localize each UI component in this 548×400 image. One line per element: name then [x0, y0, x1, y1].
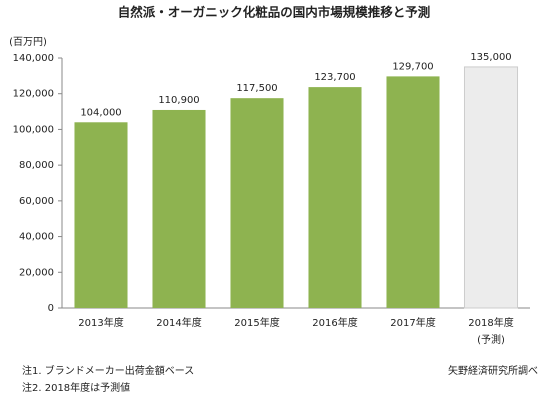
- note: 注1. ブランドメーカー出荷金額ベース: [22, 364, 194, 377]
- x-tick-label: 2018年度: [468, 316, 513, 329]
- x-tick-label: 2017年度: [390, 316, 435, 329]
- y-tick-label: 140,000: [13, 53, 54, 64]
- value-label: 129,700: [392, 61, 433, 72]
- y-tick-label: 20,000: [19, 267, 54, 278]
- value-label: 123,700: [314, 72, 355, 83]
- bar: [152, 109, 206, 308]
- value-label: 135,000: [470, 52, 511, 63]
- y-tick-label: 80,000: [19, 160, 54, 171]
- x-tick-label: 2016年度: [312, 316, 357, 329]
- y-tick-label: 60,000: [19, 196, 54, 207]
- y-tick-label: 100,000: [13, 124, 54, 135]
- x-tick-label: 2014年度: [156, 316, 201, 329]
- bar: [308, 87, 362, 308]
- value-label: 110,900: [158, 95, 199, 106]
- bar: [74, 122, 128, 309]
- value-label: 104,000: [80, 107, 121, 118]
- value-label: 117,500: [236, 83, 277, 94]
- category-note: (予測): [477, 333, 505, 346]
- note: 注2. 2018年度は予測値: [22, 381, 130, 394]
- bar: [230, 98, 284, 308]
- x-tick-label: 2013年度: [78, 316, 123, 329]
- y-unit: (百万円): [9, 36, 47, 48]
- bar: [463, 66, 519, 309]
- source: 矢野経済研究所調べ: [448, 364, 538, 377]
- chart-title: 自然派・オーガニック化粧品の国内市場規模推移と予測: [118, 5, 431, 20]
- y-tick-label: 120,000: [13, 89, 54, 100]
- bar: [386, 76, 440, 309]
- x-tick-label: 2015年度: [234, 316, 279, 329]
- y-tick-label: 0: [48, 303, 54, 314]
- y-tick-label: 40,000: [19, 232, 54, 243]
